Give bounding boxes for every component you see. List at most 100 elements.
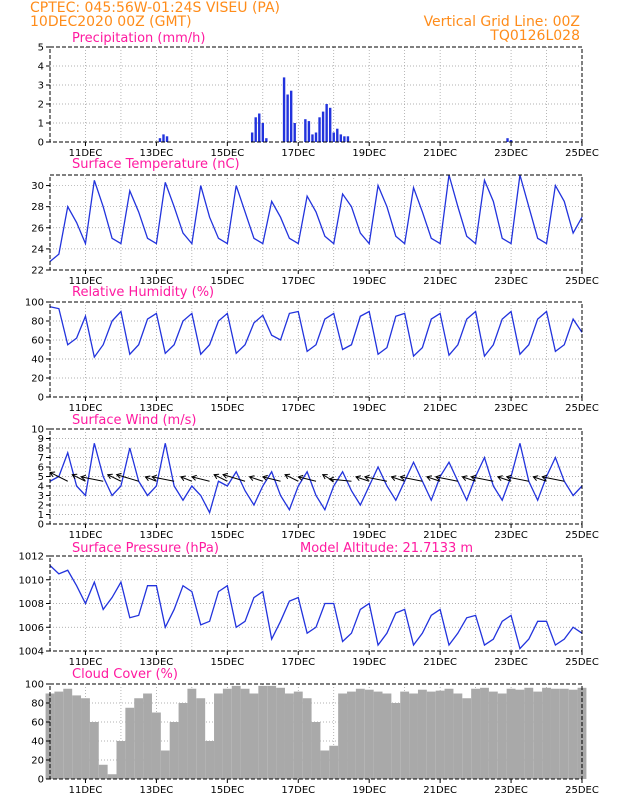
wind-vector [391, 476, 405, 482]
cloud-cover-bar [320, 750, 330, 779]
wind-vector [116, 474, 139, 482]
wind-vector-head [426, 475, 432, 481]
precipitation-bar [509, 140, 513, 142]
wind-xtick-label: 25DEC [565, 530, 599, 541]
pressure-ytick-label: 1004 [19, 647, 44, 658]
cloud-cover-bar [506, 688, 516, 779]
cloud-cover-bar [488, 691, 498, 779]
wind-vector [191, 476, 210, 482]
wind-vector [213, 474, 228, 482]
wind-vector [506, 476, 529, 482]
cloud-cover-bar [214, 693, 223, 779]
cloud-cover-bar [240, 688, 250, 779]
cloud-cover-bar [435, 690, 445, 779]
cloud-cover-xtick-label: 23DEC [494, 785, 528, 796]
cloud-cover-bar [373, 691, 383, 779]
precipitation-ytick-label: 0 [38, 138, 44, 149]
precipitation-xtick-label: 19DEC [352, 148, 386, 159]
cloud-cover-bar [116, 741, 126, 779]
temperature-xtick-label: 15DEC [210, 276, 244, 287]
precipitation-title: Precipitation (mm/h) [72, 31, 205, 46]
precipitation-bar [314, 132, 318, 142]
pressure-ytick-label: 1012 [19, 552, 44, 563]
temperature-xtick-label: 17DEC [281, 276, 315, 287]
cloud-cover-panel: Cloud Cover (%) 0 20 40 60 80 100 11DEC 13DEC 15… [25, 667, 599, 796]
cloud-cover-bar [568, 689, 578, 779]
precipitation-bar [250, 132, 254, 142]
wind-vector [497, 476, 512, 482]
temperature-ytick-label: 28 [31, 202, 44, 213]
cloud-cover-bar [550, 688, 560, 779]
cloud-cover-bar [284, 693, 294, 779]
precipitation-frame [49, 46, 583, 143]
temperature-panel: Surface Temperature (nC) 22 24 26 28 30 11DEC… [31, 157, 599, 287]
cloud-cover-bar [391, 703, 401, 779]
cloud-cover-bar [577, 687, 587, 779]
precipitation-xtick-label: 13DEC [140, 148, 174, 159]
temperature-xtick-label: 23DEC [494, 276, 528, 287]
cloud-cover-ytick-label: 80 [31, 699, 44, 710]
precipitation-bar [318, 117, 321, 142]
wind-vector [435, 476, 458, 482]
temperature-xtick-label: 21DEC [423, 276, 457, 287]
precipitation-bar [336, 128, 339, 142]
header-code: TQ0126L028 [489, 28, 580, 44]
precipitation-bar [286, 94, 289, 142]
pressure-ytick-label: 1006 [19, 623, 44, 634]
humidity-ytick-label: 40 [31, 355, 44, 366]
pressure-xtick-label: 13DEC [140, 657, 174, 668]
cloud-cover-bar [355, 688, 365, 779]
header-run: 10DEC2020 00Z (GMT) [30, 14, 192, 30]
precipitation-bar [339, 134, 343, 142]
cloud-cover-bar [409, 693, 418, 779]
wind-vector-head [328, 476, 335, 483]
wind-xtick-label: 15DEC [210, 530, 244, 541]
cloud-cover-bar [302, 698, 312, 779]
cloud-cover-bar [382, 693, 392, 779]
humidity-ytick-label: 80 [31, 317, 44, 328]
pressure-xtick-label: 15DEC [210, 657, 244, 668]
temperature-frame [49, 174, 583, 271]
cloud-cover-bar [160, 750, 170, 779]
precipitation-bar [289, 90, 293, 142]
wind-vector-head [49, 471, 56, 477]
wind-ytick-label: 4 [38, 482, 44, 493]
wind-vector-head [496, 475, 503, 481]
wind-vector-head [248, 475, 255, 481]
cloud-cover-title: Cloud Cover (%) [72, 667, 178, 682]
pressure-panel: Surface Pressure (hPa) Model Altitude: 2… [19, 541, 599, 668]
cloud-cover-bar [63, 688, 73, 779]
wind-ytick-label: 10 [31, 425, 44, 436]
precipitation-bar [304, 119, 307, 142]
pressure-ytick-label: 1008 [19, 599, 44, 610]
cloud-cover-bar [143, 693, 152, 779]
wind-xtick-label: 13DEC [140, 530, 174, 541]
wind-vector [426, 476, 441, 482]
cloud-cover-bar [276, 687, 285, 779]
cloud-cover-xtick-label: 21DEC [423, 785, 457, 796]
wind-vector-head [532, 475, 539, 481]
wind-vector-head [297, 474, 304, 481]
cloud-cover-bar [338, 693, 348, 779]
temperature-xtick-label: 19DEC [352, 276, 386, 287]
wind-vector-head [541, 474, 548, 481]
wind-vector-head [80, 474, 87, 481]
wind-vector [72, 474, 86, 482]
precipitation-bar [506, 138, 509, 142]
wind-vector [81, 476, 104, 482]
humidity-xtick-label: 19DEC [352, 403, 386, 414]
wind-xtick-label: 19DEC [352, 530, 386, 541]
cloud-cover-bar [98, 764, 108, 779]
cloud-cover-ytick-label: 0 [38, 775, 44, 786]
humidity-ytick-label: 0 [38, 393, 44, 404]
wind-xtick-label: 23DEC [494, 530, 528, 541]
cloud-cover-bar [54, 691, 64, 779]
precipitation-bar [265, 138, 268, 142]
cloud-cover-bar [205, 741, 215, 779]
precipitation-bar [307, 121, 311, 142]
temperature-ytick-label: 24 [31, 244, 44, 255]
humidity-title: Relative Humidity (%) [72, 285, 214, 300]
cloud-cover-bar [178, 703, 188, 779]
precipitation-ytick-label: 2 [38, 100, 44, 111]
